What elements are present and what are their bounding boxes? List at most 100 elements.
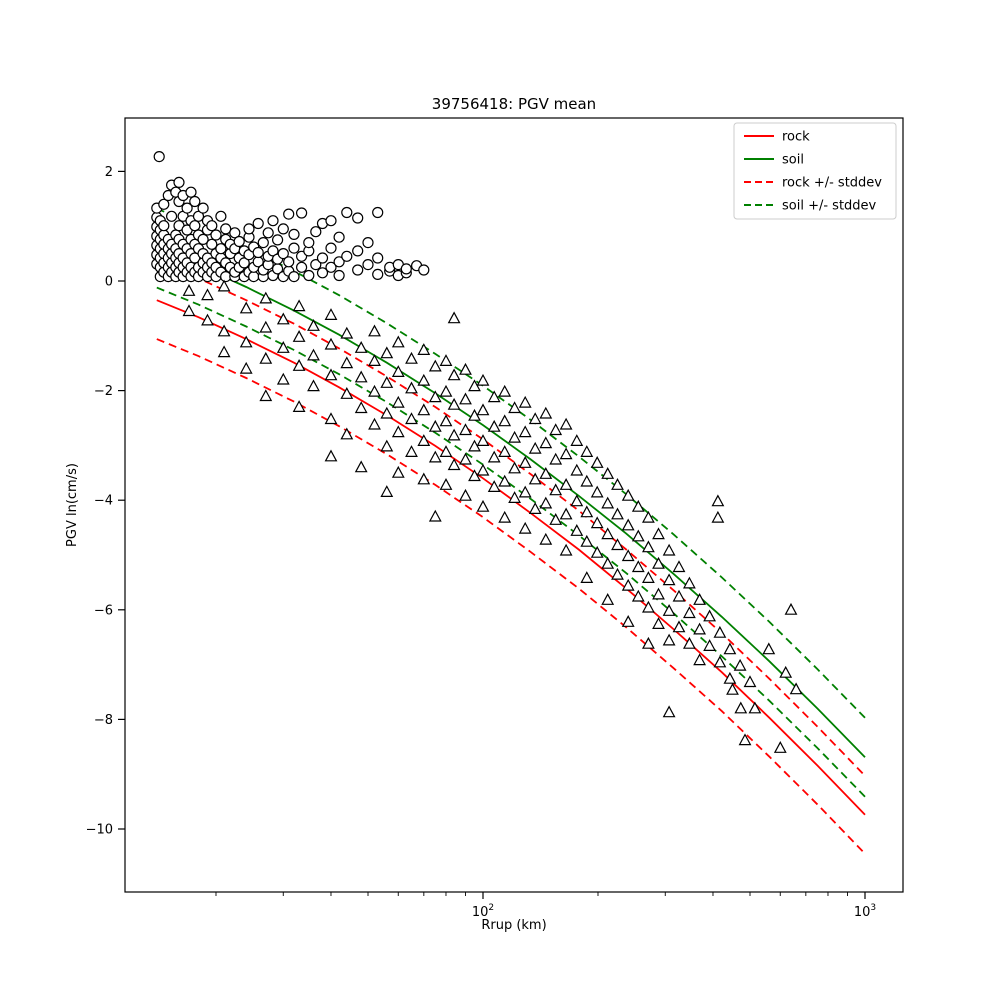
triangle-marker	[733, 658, 747, 671]
circle-marker	[400, 263, 412, 275]
triangle-marker	[428, 419, 442, 432]
triangle-marker	[292, 330, 306, 342]
triangle-marker	[570, 494, 584, 507]
triangle-marker	[324, 308, 338, 320]
triangle-marker	[662, 543, 676, 556]
curve-soil-stddev	[156, 207, 866, 719]
triangle-marker	[405, 351, 418, 364]
triangle-marker	[549, 483, 563, 496]
triangle-marker	[590, 545, 604, 558]
triangle-marker	[621, 578, 635, 591]
circle-marker	[341, 250, 353, 262]
triangle-marker	[641, 540, 655, 553]
triangle-marker	[459, 362, 472, 375]
triangle-marker	[779, 665, 793, 678]
triangle-marker	[239, 335, 253, 348]
triangle-marker	[652, 527, 665, 540]
circle-marker	[215, 210, 227, 222]
circle-marker	[206, 238, 218, 250]
triangle-marker	[439, 478, 453, 490]
circle-marker	[267, 245, 279, 257]
triangle-marker	[693, 653, 707, 666]
legend-item-label: soil	[782, 153, 804, 168]
triangle-marker	[476, 403, 490, 416]
triangle-marker	[539, 406, 553, 419]
triangle-marker	[439, 445, 453, 457]
triangle-marker	[789, 682, 803, 695]
triangle-marker	[631, 499, 645, 512]
triangle-marker	[307, 319, 320, 331]
triangle-marker	[292, 359, 306, 371]
circle-marker	[252, 217, 264, 230]
triangle-marker	[340, 326, 354, 339]
triangle-marker	[621, 518, 635, 531]
triangle-marker	[693, 593, 707, 605]
triangle-marker	[652, 617, 665, 629]
triangle-marker	[641, 510, 655, 523]
plot-frame	[124, 117, 904, 893]
y-tick-label: 0	[105, 275, 113, 290]
triangle-marker	[498, 384, 512, 397]
triangle-marker	[447, 458, 461, 471]
triangle-marker	[641, 571, 655, 583]
circle-marker	[220, 271, 232, 283]
triangle-marker	[672, 620, 686, 633]
triangle-marker	[713, 655, 727, 668]
triangle-marker	[528, 472, 542, 485]
triangle-marker	[590, 516, 604, 529]
circle-marker	[158, 220, 170, 232]
triangle-marker	[447, 311, 461, 324]
triangle-marker	[726, 682, 739, 695]
circle-marker	[352, 245, 364, 257]
triangle-marker	[182, 304, 196, 317]
triangle-marker	[292, 299, 306, 312]
circle-marker	[316, 267, 329, 279]
circle-marker	[197, 202, 209, 214]
circle-marker	[277, 248, 289, 260]
x-tick-label: 103	[854, 903, 876, 920]
triangle-marker	[590, 456, 604, 468]
triangle-marker	[368, 384, 381, 397]
triangle-marker	[711, 510, 725, 523]
triangle-marker	[417, 434, 431, 446]
triangle-marker	[621, 549, 635, 562]
triangle-marker	[559, 417, 573, 430]
triangle-marker	[518, 395, 532, 408]
circle-marker	[288, 242, 300, 254]
triangle-marker	[354, 370, 368, 383]
circle-marker	[243, 223, 255, 235]
triangle-marker	[641, 636, 655, 649]
circle-marker	[277, 223, 289, 235]
triangle-marker	[459, 488, 472, 501]
triangle-marker	[447, 397, 461, 410]
triangle-marker	[539, 467, 553, 479]
x-tick-label: 102	[472, 903, 494, 920]
triangle-marker	[380, 485, 394, 497]
circle-marker	[325, 261, 337, 273]
triangle-marker	[354, 401, 368, 414]
circle-marker	[206, 220, 218, 232]
circle-marker	[325, 215, 337, 227]
circle-marker	[372, 252, 384, 264]
triangle-marker	[276, 341, 290, 353]
triangle-marker	[662, 573, 676, 586]
legend-item-label: rock	[782, 130, 810, 145]
triangle-marker	[259, 351, 273, 364]
triangle-marker	[601, 467, 615, 479]
triangle-marker	[447, 428, 461, 441]
circle-marker	[341, 206, 353, 219]
triangle-marker	[580, 445, 594, 457]
circle-marker	[333, 256, 345, 268]
triangle-marker	[217, 324, 231, 337]
triangle-marker	[621, 488, 635, 501]
circle-marker	[153, 151, 165, 163]
triangle-marker	[405, 412, 418, 425]
y-tick-label: −10	[86, 823, 113, 838]
triangle-marker	[324, 412, 338, 425]
circle-marker	[233, 235, 245, 248]
triangle-marker	[518, 456, 532, 468]
triangle-marker	[528, 502, 542, 514]
circle-marker	[372, 268, 384, 280]
triangle-marker	[682, 576, 696, 589]
triangle-marker	[580, 474, 594, 487]
